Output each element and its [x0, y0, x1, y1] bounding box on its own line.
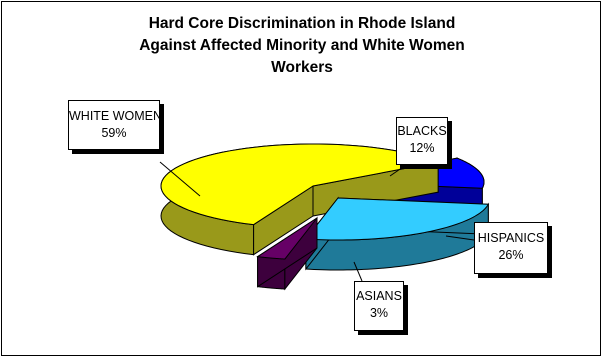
label-hispanics-value: 26%: [498, 248, 524, 262]
pie-slice-top: [160, 143, 440, 226]
label-blacks-value: 12%: [409, 141, 435, 155]
label-asians-name: ASIANS: [356, 289, 402, 303]
leader-line-hispanics: [445, 235, 475, 241]
label-hispanics-name: HISPANICS: [477, 231, 545, 245]
leader-line-white-women: [159, 161, 201, 197]
pie-slice-top: [304, 197, 490, 241]
label-asians: ASIANS 3%: [354, 281, 404, 331]
label-blacks: BLACKS 12%: [396, 117, 448, 165]
label-hispanics: HISPANICS 26%: [474, 222, 548, 274]
label-blacks-name: BLACKS: [397, 124, 447, 138]
leader-line-blacks: [389, 164, 407, 177]
pie-slice-hispanics: [304, 196, 490, 271]
chart-title-line-3: Workers: [271, 59, 333, 76]
label-white-women-name: WHITE WOMEN: [69, 109, 163, 123]
label-asians-value: 3%: [369, 306, 389, 320]
leader-line-asians: [353, 261, 363, 282]
pie-slice-asians: [256, 216, 318, 291]
pie-slice-top: [256, 217, 318, 260]
chart-title: Hard Core Discrimination in Rhode Island…: [40, 13, 564, 79]
label-white-women: WHITE WOMEN 59%: [68, 100, 163, 150]
chart-title-line-2: Against Affected Minority and White Wome…: [139, 37, 465, 54]
chart-title-line-1: Hard Core Discrimination in Rhode Island: [148, 15, 456, 32]
label-white-women-value: 59%: [101, 126, 127, 140]
